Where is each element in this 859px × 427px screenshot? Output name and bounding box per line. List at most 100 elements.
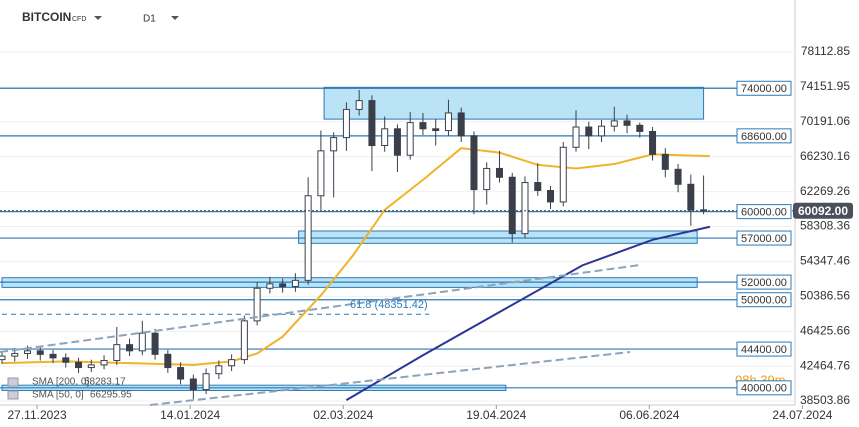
candle-body [406, 122, 414, 156]
dropdown-arrow[interactable] [94, 16, 102, 20]
candle-body [304, 195, 312, 281]
candle-body [470, 135, 478, 191]
legend-name: SMA [200, 0] [32, 377, 89, 388]
plot-area [0, 51, 795, 402]
candle-body [24, 350, 32, 354]
candle-body [113, 344, 121, 362]
timeframe[interactable]: D1 [143, 14, 156, 25]
candle-body [49, 353, 57, 359]
candle-body [342, 108, 350, 139]
instrument-type: CFD [72, 16, 86, 23]
candle-body [432, 128, 440, 132]
candle-body [598, 125, 606, 137]
zone [298, 230, 698, 244]
x-tick-label: 24.07.2024 [772, 408, 832, 422]
candle-body [228, 359, 236, 367]
fib-label: 61.8 (48351.42) [350, 299, 428, 311]
y-tick-label: 74151.95 [800, 79, 850, 93]
candle-body [508, 176, 516, 235]
candle-body [368, 100, 376, 147]
last-price-box [793, 202, 853, 219]
y-tick-label: 42464.76 [800, 358, 850, 372]
candle-body [215, 365, 223, 375]
candle-body [253, 287, 261, 322]
candle-body [317, 150, 325, 197]
candle-body [534, 182, 542, 191]
y-tick-label: 54347.46 [800, 254, 850, 268]
legend-swatch [7, 377, 19, 387]
x-tick-label: 06.06.2024 [619, 408, 679, 422]
y-tick-label: 62269.26 [800, 184, 850, 198]
level-label-box [736, 80, 792, 96]
x-tick-label: 27.11.2023 [7, 408, 66, 422]
candle-body [87, 364, 95, 369]
candle-body [457, 112, 465, 137]
candle-body [330, 137, 338, 152]
candle-body [291, 279, 299, 288]
y-tick-label: 70191.06 [800, 114, 850, 128]
level-label: 68600.00 [741, 131, 787, 143]
y-tick-label: 78112.85 [801, 44, 850, 58]
level-label: 74000.00 [741, 83, 787, 95]
sma-line [1, 147, 710, 366]
candle-body [572, 126, 580, 148]
candle-body [355, 100, 363, 110]
level-label: 50000.00 [741, 295, 787, 307]
y-tick-label: 66230.16 [800, 149, 850, 163]
candle-body [521, 182, 529, 235]
level-label: 60000.00 [741, 207, 787, 219]
candle-body [138, 332, 146, 352]
candle-body [444, 112, 452, 132]
y-tick-label: 58308.36 [800, 219, 850, 233]
legend-value: 58283.17 [84, 377, 126, 388]
candle-body [381, 128, 389, 147]
y-tick-label: 46425.66 [800, 323, 850, 337]
candle-body [674, 168, 682, 185]
candle-body [126, 344, 134, 352]
legend-name: SMA [50, 0] [32, 390, 84, 401]
candle-body [559, 146, 567, 203]
symbol[interactable]: BITCOIN [22, 10, 71, 24]
candle-body [393, 128, 401, 156]
candle-body [36, 350, 44, 355]
candle-body [661, 153, 669, 170]
level-label-box [736, 230, 792, 246]
candle-body [202, 373, 210, 391]
candle-body [610, 120, 618, 127]
level-label: 52000.00 [741, 277, 787, 289]
level-label: 57000.00 [741, 233, 787, 245]
candle-body [649, 130, 657, 155]
candle-body [636, 124, 644, 132]
sma-line [345, 225, 711, 402]
candle-body [547, 189, 555, 203]
level-label-box [736, 128, 792, 144]
candle-body [495, 167, 503, 178]
candle-body [419, 122, 427, 130]
level-label-box [736, 274, 792, 290]
x-tick-label: 14.01.2024 [160, 408, 220, 422]
candle-body [151, 332, 159, 355]
level-label-box [736, 292, 792, 308]
dropdown-arrow[interactable] [171, 16, 179, 20]
candle-body [266, 283, 274, 289]
candle-body [75, 361, 83, 369]
x-tick-label: 19.04.2024 [466, 408, 526, 422]
candle-body [585, 126, 593, 137]
candle-body [623, 120, 631, 126]
level-label-box [736, 204, 792, 220]
legend-swatch [7, 390, 19, 400]
candle-body [100, 360, 108, 366]
level-label: 44400.00 [741, 344, 787, 356]
candle-body [62, 357, 70, 363]
level-label-box [736, 380, 792, 396]
candle-body [279, 283, 287, 288]
candle-body [164, 353, 172, 369]
candle-body [11, 352, 19, 357]
last-price-label: 60092.00 [798, 204, 848, 218]
trendline [149, 351, 631, 406]
y-tick-label: 38503.86 [800, 393, 850, 407]
level-label: 40000.00 [741, 383, 787, 395]
candle-body [189, 378, 197, 391]
